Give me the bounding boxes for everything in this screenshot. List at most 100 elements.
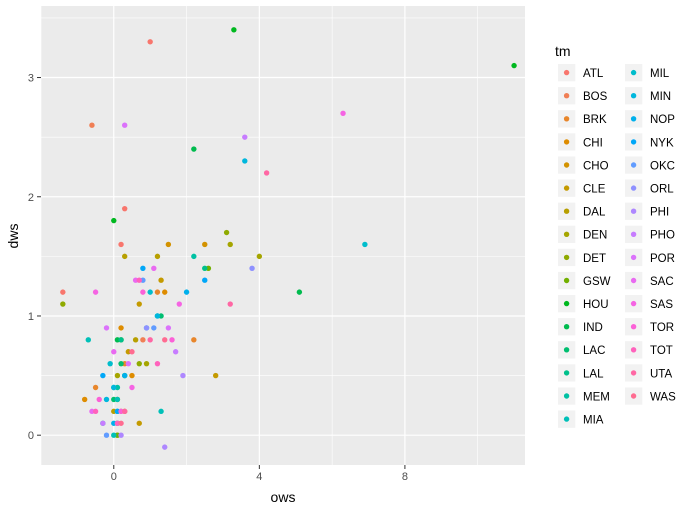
data-point-phi: [118, 432, 124, 438]
legend-swatch-lal: [563, 370, 570, 376]
legend-swatch-sas: [630, 300, 637, 307]
data-point-dal: [154, 253, 161, 260]
data-point-ind: [296, 289, 303, 295]
legend-swatch-dal: [563, 208, 570, 214]
legend-label-pho: PHO: [650, 230, 675, 242]
legend-swatch-pho: [630, 231, 637, 237]
legend-label-brk: BRK: [583, 114, 607, 126]
data-point-pho: [172, 349, 179, 355]
data-point-sas: [340, 110, 346, 116]
data-point-lal: [118, 337, 124, 343]
y-axis-title: dws: [5, 224, 21, 249]
legend-label-phi: PHI: [650, 207, 669, 219]
data-point-sas: [176, 301, 182, 307]
legend-label-tor: TOR: [650, 322, 674, 334]
y-axis: 0 1 2 3: [28, 73, 41, 442]
legend-swatch-bos: [563, 93, 570, 99]
x-tick-label: 4: [256, 471, 262, 483]
data-point-min: [154, 313, 161, 319]
y-tick-label: 0: [28, 430, 34, 442]
data-point-lac: [118, 360, 124, 367]
data-point-nyk: [202, 277, 208, 283]
data-point-dal: [132, 337, 139, 343]
data-point-sas: [129, 384, 135, 391]
legend-swatch-okc: [630, 162, 637, 168]
data-point-tot: [154, 360, 161, 367]
legend-label-por: POR: [650, 253, 675, 265]
legend-swatch-tor: [630, 324, 637, 330]
data-point-por: [103, 325, 110, 331]
data-point-brk: [191, 337, 197, 343]
data-point-mia: [111, 432, 117, 438]
data-point-cle: [158, 277, 164, 283]
legend-swatch-atl: [563, 69, 570, 76]
data-point-uta: [147, 337, 153, 343]
legend-swatch-det: [563, 254, 570, 261]
data-points: [60, 27, 517, 450]
data-point-pho: [100, 420, 106, 426]
data-point-hou: [511, 62, 517, 69]
legend-label-dal: DAL: [583, 207, 606, 219]
legend-label-mil: MIL: [650, 68, 670, 80]
data-point-atl: [121, 205, 128, 212]
data-point-mia: [158, 408, 164, 415]
data-point-mia: [114, 396, 121, 403]
data-point-tor: [169, 337, 175, 343]
data-point-okc: [103, 432, 110, 438]
legend-swatch-orl: [630, 185, 637, 191]
legend-label-det: DET: [583, 253, 606, 265]
x-axis-title: ows: [271, 489, 296, 505]
plot-panel: [41, 6, 525, 465]
legend-label-ind: IND: [583, 322, 603, 334]
legend-label-tot: TOT: [650, 345, 673, 357]
data-point-pho: [242, 134, 248, 140]
data-point-orl: [143, 325, 150, 331]
data-point-cho: [165, 241, 172, 248]
data-point-nop: [121, 372, 128, 379]
data-point-dal: [121, 253, 128, 260]
legend-label-sas: SAS: [650, 299, 673, 311]
data-point-bos: [140, 337, 146, 343]
x-tick-label: 0: [111, 471, 117, 483]
data-point-tot: [92, 408, 99, 415]
data-point-nyk: [100, 372, 106, 379]
legend-swatch-cho: [563, 162, 570, 168]
data-point-hou: [111, 217, 117, 224]
legend-label-cho: CHO: [583, 160, 609, 172]
data-point-tot: [136, 277, 142, 283]
data-point-det: [60, 301, 66, 307]
legend-swatch-sac: [630, 277, 637, 284]
data-point-det: [223, 229, 230, 236]
legend-swatch-phi: [630, 208, 637, 214]
data-point-bos: [89, 122, 95, 128]
legend-swatch-cle: [563, 185, 570, 191]
data-point-mil: [107, 360, 113, 367]
data-point-chi: [162, 289, 168, 295]
data-point-min: [242, 158, 248, 164]
y-tick-label: 3: [28, 73, 34, 85]
data-point-den: [143, 360, 150, 367]
legend-label-chi: CHI: [583, 137, 603, 149]
legend-swatch-nyk: [630, 139, 637, 145]
data-point-mil: [362, 241, 368, 248]
legend-label-nop: NOP: [650, 114, 675, 126]
legend-label-bos: BOS: [583, 91, 608, 103]
legend-swatch-hou: [563, 300, 570, 307]
legend-swatch-lac: [563, 347, 570, 353]
legend-swatch-gsw: [563, 277, 570, 284]
legend-swatch-den: [563, 231, 570, 237]
major-gridlines: [41, 6, 525, 465]
data-point-mil: [147, 289, 153, 295]
data-point-tor: [96, 396, 102, 403]
data-point-den: [256, 253, 263, 260]
y-tick-label: 2: [28, 192, 34, 204]
legend: tm ATL BOS BRK CHI CHO CLE DAL DEN DET GSW HOU IND L…: [555, 43, 676, 428]
legend-label-hou: HOU: [583, 299, 609, 311]
data-point-uta: [263, 170, 270, 176]
legend-label-min: MIN: [650, 91, 671, 103]
minor-gridlines: [40, 6, 525, 465]
data-point-det: [136, 360, 142, 367]
data-point-cle: [212, 372, 219, 379]
legend-title: tm: [555, 43, 571, 59]
